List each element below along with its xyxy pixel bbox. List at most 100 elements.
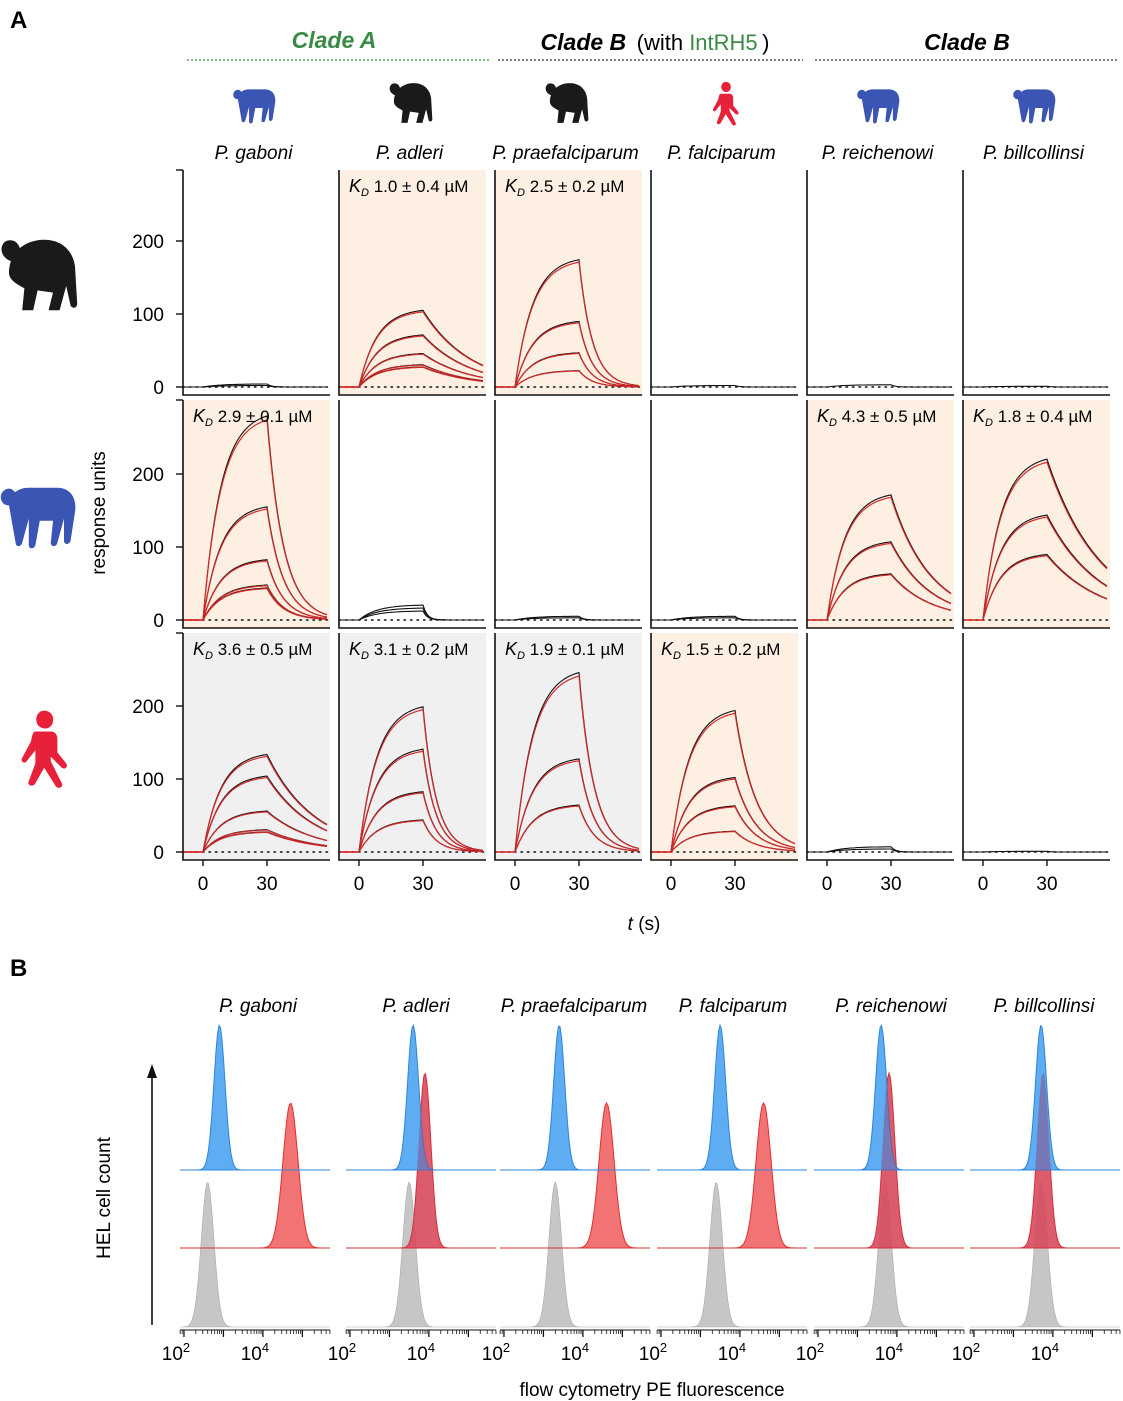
species-labels-a: P. gaboni P. adleri P. praefalciparum P. fa… [215,143,1085,164]
fit-curve [963,461,1108,621]
red-histogram [500,1101,650,1249]
fit-curve [183,776,328,853]
spr-cell [962,633,1111,861]
x-tick-label: 30 [568,874,589,895]
y-tick-label: 0 [153,611,164,632]
y-tick-label: 100 [132,770,164,791]
human-icon [713,81,739,126]
data-trace [651,384,795,388]
gray-histogram [500,1181,650,1328]
x-axis-title-a: t (s) [628,914,661,935]
cell-axes [650,400,798,629]
x-tick-label-b: 104 [241,1340,269,1365]
chimpanzee-silhouette [0,487,76,549]
spr-cell: KD 4.3 ± 0.5 µM [806,400,955,629]
cell-axes [494,400,642,629]
cell-background [495,170,642,395]
y-tick-label: 0 [153,378,164,399]
x-tick-label-b: 104 [875,1340,903,1365]
fit-curve [339,311,484,388]
human-silhouette [713,81,739,126]
cell-background [651,633,798,860]
fit-curve [963,555,1108,621]
x-tick-label-b: 104 [1031,1340,1059,1365]
y-tick-label: 200 [132,697,164,718]
fit-curve [339,819,484,853]
cell-axes [182,170,330,396]
x-tick-label: 30 [412,874,433,895]
spr-cell: KD 1.0 ± 0.4 µM [338,170,487,396]
blue-histogram [657,1023,807,1171]
cell-axes [650,633,798,861]
spr-cell: KD 1.9 ± 0.1 µM [494,633,643,861]
species-label-b: P. falciparum [679,996,787,1017]
histogram-cell: 102 104 [328,1024,497,1365]
fit-curve [807,496,952,621]
gray-histogram [657,1182,807,1328]
spr-cell [806,170,955,396]
kd-label: KD 1.8 ± 0.4 µM [973,406,1092,429]
clade-b-label: Clade B [924,29,1010,55]
log-axis: 102 104 [328,1329,497,1365]
arrow-head-icon [147,1064,157,1078]
histogram-cell: 102 104 [162,1024,331,1365]
x-tick-label-b: 104 [561,1340,589,1365]
x-tick-label-b: 102 [796,1340,824,1365]
spr-panel: KD 1.0 ± 0.4 µM KD 2.5 ± 0.2 µM 0 100 200 KD … [132,169,1111,895]
panel-a-label: A [10,7,27,34]
row-human-icon [21,710,67,788]
histogram-cell: 102 104 [952,1024,1121,1365]
y-tick-label: 100 [132,305,164,326]
x-tick-label: 30 [724,874,745,895]
y-axis-title-a: response units [89,451,110,575]
chimpanzee-silhouette [857,89,900,124]
x-tick-label-b: 102 [482,1340,510,1365]
data-trace [495,617,639,621]
species-label-b: P. billcollinsi [993,996,1095,1017]
human-silhouette [21,710,67,788]
species-label: P. praefalciparum [492,143,638,164]
cell-background [495,633,642,860]
y-tick-label: 200 [132,465,164,486]
fit-curve [651,831,796,853]
spr-cell: KD 3.1 ± 0.2 µM [338,633,487,861]
kd-label: KD 1.9 ± 0.1 µM [505,639,624,662]
cell-axes [494,170,642,396]
x-axis: 0 30 0 30 0 30 0 30 0 30 0 30 [198,860,1058,895]
fit-curve [495,261,640,388]
spr-cell: KD 2.5 ± 0.2 µM [494,170,643,396]
spr-cell: KD 1.5 ± 0.2 µM [650,633,799,861]
fit-curve [183,587,328,621]
log-axis: 102 104 [639,1329,808,1365]
x-axis-title-b: flow cytometry PE fluorescence [519,1380,784,1401]
cell-axes [962,633,1110,861]
kd-label: KD 3.6 ± 0.5 µM [193,639,312,662]
data-trace [963,850,1107,853]
fit-curve [183,508,328,621]
data-trace [807,848,951,853]
fit-curve [495,322,640,388]
cell-axes [806,170,954,396]
gray-histogram [180,1182,330,1328]
fit-curve [495,352,639,388]
cell-axes [806,633,954,861]
species-label: P. reichenowi [822,143,934,164]
spr-cell [182,170,331,396]
spr-cell: KD 2.9 ± 0.1 µM [182,400,331,629]
data-trace [183,384,327,388]
species-label-b: P. adleri [382,996,450,1017]
kd-label: KD 4.3 ± 0.5 µM [817,406,936,429]
chimpanzee-icon [1013,89,1056,124]
clade-b-intrh5-label: Clade B (with IntRH5 ) [541,29,770,55]
red-histogram [180,1102,330,1249]
fit-curve [495,805,640,853]
histogram-cell: 102 104 [639,1023,808,1365]
kd-label: KD 1.5 ± 0.2 µM [661,639,780,662]
y-axis-title-b: HEL cell count [94,1136,115,1259]
kd-label: KD 3.1 ± 0.2 µM [349,639,468,662]
panel-b-label: B [10,955,27,982]
x-tick-label-b: 102 [639,1340,667,1365]
cell-axes [182,633,330,861]
clade-a-label: Clade A [292,27,377,53]
